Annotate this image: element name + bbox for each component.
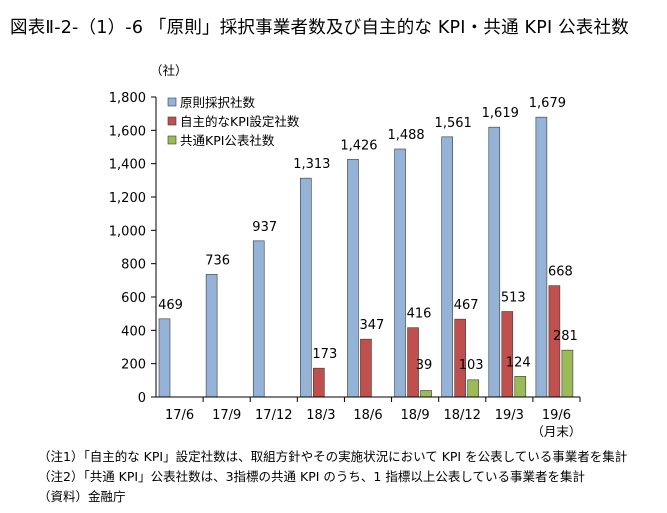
bar-series xyxy=(158,116,574,398)
legend-label: 共通KPI公表社数 xyxy=(180,133,275,148)
bar-1 xyxy=(300,177,312,398)
y-axis-unit-label: （社） xyxy=(150,63,188,78)
legend-swatch xyxy=(167,116,177,126)
y-axis: 0 200 400 600 800 1,000 1,200 1,400 1,600 1,800 xyxy=(109,91,156,406)
bar-1 xyxy=(252,240,265,398)
footnote-2: （注2）「共通 KPI」公表社数は、3指標の共通 KPI のうち、1 指標以上公… xyxy=(38,469,585,484)
x-tick-label: 18/6 xyxy=(353,408,382,423)
bar-2 xyxy=(501,311,514,398)
x-tick-label: 18/9 xyxy=(401,408,430,423)
y-tick-label: 800 xyxy=(121,258,146,273)
bar-1 xyxy=(441,136,453,398)
data-labels: 469 736 937 1,313 1,426 1,488 1,561 1,619 1,679 1… xyxy=(158,96,578,373)
data-label: 1,313 xyxy=(293,157,330,172)
data-label: 124 xyxy=(506,355,531,370)
bar-1 xyxy=(394,148,406,398)
bar-1 xyxy=(535,116,548,398)
y-tick-label: 1,200 xyxy=(109,191,146,206)
bar-3 xyxy=(420,390,432,398)
data-label: 173 xyxy=(312,347,337,362)
data-label: 736 xyxy=(205,253,230,268)
y-tick-label: 600 xyxy=(121,291,146,306)
y-tick-label: 1,600 xyxy=(109,124,146,139)
y-tick-label: 0 xyxy=(138,391,146,406)
bar-1 xyxy=(488,126,501,398)
data-label: 469 xyxy=(158,298,183,313)
data-label: 39 xyxy=(416,358,433,373)
figure-title: 図表Ⅱ-2-（1）-6 「原則」採択事業者数及び自主的な KPI・共通 KPI … xyxy=(10,18,629,38)
data-label: 347 xyxy=(360,318,385,333)
y-tick-label: 1,000 xyxy=(109,224,146,239)
x-tick-label: 17/9 xyxy=(212,408,241,423)
data-label: 513 xyxy=(501,291,526,306)
data-label: 937 xyxy=(252,220,277,235)
x-tick-label: 19/3 xyxy=(495,408,524,423)
x-tick-label: 17/12 xyxy=(255,408,292,423)
y-tick-label: 1,400 xyxy=(109,158,146,173)
x-axis: 17/6 17/9 17/12 18/3 18/6 18/9 18/12 19/3 19/6（月… xyxy=(165,397,581,439)
y-tick-label: 1,800 xyxy=(109,91,146,106)
data-label: 416 xyxy=(407,307,432,322)
bar-2 xyxy=(313,367,325,398)
footnote-1: （注1）「自主的な KPI」設定社数は、取組方針やその実施状況において KPI … xyxy=(38,449,628,464)
x-tick-label: 17/6 xyxy=(165,408,194,423)
bar-1 xyxy=(347,159,359,398)
legend-label: 自主的なKPI設定社数 xyxy=(180,114,300,129)
bar-3 xyxy=(561,349,574,398)
data-label: 281 xyxy=(553,329,578,344)
y-tick-label: 400 xyxy=(121,324,146,339)
data-label: 1,426 xyxy=(340,138,377,153)
legend-swatch xyxy=(167,97,177,107)
data-label: 668 xyxy=(548,265,573,280)
bar-1 xyxy=(205,274,218,398)
x-tick-label: 18/3 xyxy=(306,408,335,423)
x-tick-label: 18/12 xyxy=(443,408,480,423)
source-note: （資料）金融庁 xyxy=(38,489,126,504)
legend-label: 原則採択社数 xyxy=(180,95,256,110)
data-label: 1,488 xyxy=(387,128,424,143)
data-label: 467 xyxy=(454,298,479,313)
bar-3 xyxy=(514,376,527,398)
bar-chart: （社） 0 200 400 600 800 1,000 1,200 1,400 1,600 1,8… xyxy=(109,63,582,439)
y-tick-label: 200 xyxy=(121,358,146,373)
bar-2 xyxy=(360,338,372,398)
data-label: 1,619 xyxy=(482,106,519,121)
data-label: 1,561 xyxy=(435,116,472,131)
bar-1 xyxy=(158,318,171,398)
x-axis-suffix-label: （月末） xyxy=(531,424,581,439)
data-label: 1,679 xyxy=(529,96,566,111)
x-tick-label: 19/6 xyxy=(542,408,571,423)
bar-3 xyxy=(467,379,479,398)
data-label: 103 xyxy=(459,358,484,373)
legend-swatch xyxy=(167,135,177,145)
